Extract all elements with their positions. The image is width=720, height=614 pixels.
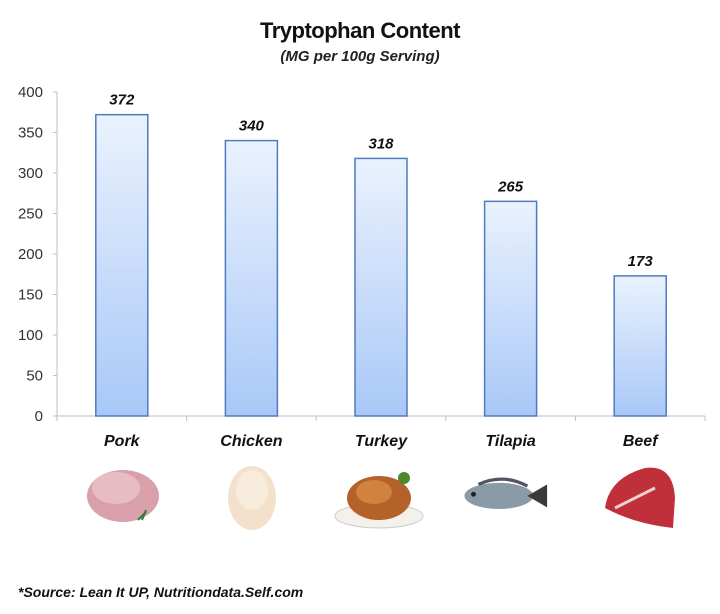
y-tick-label: 150 [18, 287, 43, 304]
bar-pork [95, 113, 149, 417]
y-tick-label: 300 [18, 165, 43, 182]
pork-image [87, 470, 159, 522]
x-tick-label: Turkey [355, 433, 408, 450]
turkey-image [334, 472, 424, 529]
chicken-image [228, 466, 276, 530]
bar-chart: 0 50 100 150 200 250 300 350 400 372 Pork 340 Chicke… [18, 84, 706, 450]
y-tick-label: 100 [18, 327, 43, 344]
y-tick-label: 0 [35, 408, 43, 425]
tilapia-fish-image [464, 477, 548, 509]
data-label: 265 [497, 178, 524, 195]
bar-beef [613, 275, 667, 417]
data-label: 173 [628, 253, 654, 270]
source-note: *Source: Lean It UP, Nutritiondata.Self.… [18, 584, 304, 600]
bar-chicken [224, 139, 279, 417]
chart-title: Tryptophan Content [260, 18, 460, 43]
y-tick-label: 400 [18, 84, 43, 101]
x-tick-label: Pork [104, 433, 141, 450]
y-tick-label: 50 [26, 368, 43, 385]
bar-turkey [354, 157, 408, 417]
x-tick-label: Tilapia [485, 433, 535, 450]
data-label: 340 [239, 118, 265, 135]
bar-tilapia [483, 200, 538, 417]
y-tick-label: 200 [18, 246, 43, 263]
x-tick-label: Beef [623, 433, 659, 450]
data-label: 372 [109, 92, 135, 109]
beef-image [605, 467, 675, 528]
y-tick-label: 250 [18, 206, 43, 223]
x-tick-label: Chicken [220, 433, 282, 450]
y-tick-label: 350 [18, 125, 43, 142]
data-label: 318 [368, 135, 394, 152]
chart-subtitle: (MG per 100g Serving) [280, 48, 440, 65]
